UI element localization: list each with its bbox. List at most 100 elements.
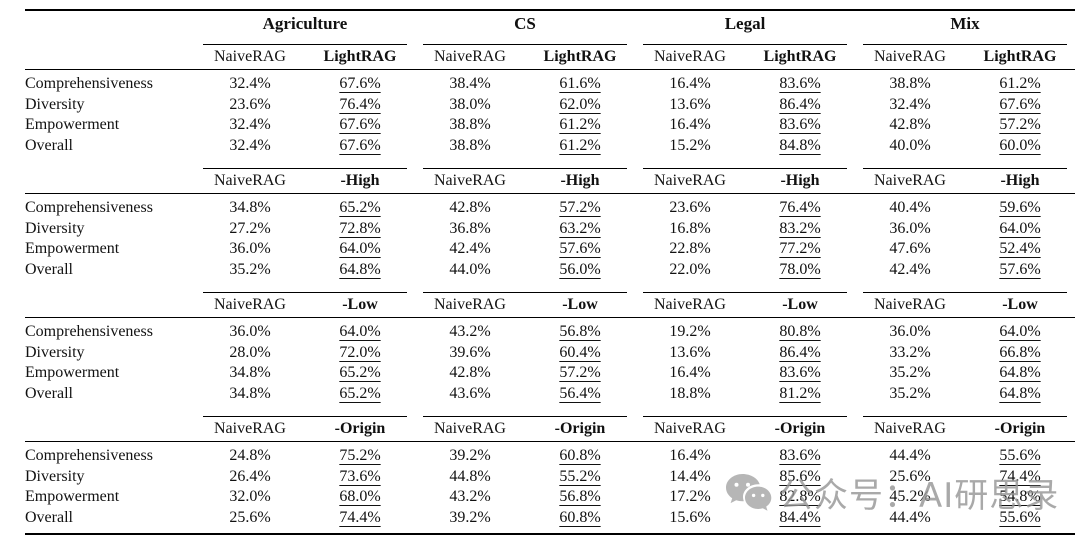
baseline-value: 39.6% — [449, 343, 491, 361]
baseline-value: 43.6% — [449, 384, 491, 402]
variant-value: 83.6% — [779, 75, 821, 92]
variant-value: 66.8% — [999, 343, 1041, 361]
rule-gap — [25, 285, 195, 292]
variant-value: 61.6% — [559, 75, 601, 92]
baseline-header: NaiveRAG — [434, 296, 506, 313]
baseline-value: 32.4% — [229, 116, 271, 133]
baseline-value: 23.6% — [669, 199, 711, 216]
variant-value: 65.2% — [339, 384, 381, 402]
baseline-value: 33.2% — [889, 343, 931, 361]
baseline-header: NaiveRAG — [434, 48, 506, 65]
baseline-header: NaiveRAG — [874, 48, 946, 65]
variant-value: 54.8% — [999, 488, 1041, 505]
metric-label: Comprehensiveness — [25, 199, 153, 216]
variant-value: 84.8% — [779, 136, 821, 154]
baseline-value: 38.0% — [449, 95, 491, 113]
variant-header: LightRAG — [983, 48, 1057, 65]
baseline-value: 27.2% — [229, 219, 271, 237]
group-rule-1 — [423, 161, 627, 169]
baseline-value: 15.6% — [669, 508, 711, 526]
variant-value: 65.2% — [339, 364, 381, 381]
header-rule — [25, 317, 1075, 318]
group-name-agriculture: Agriculture — [262, 14, 348, 33]
variant-value: 81.2% — [779, 384, 821, 402]
variant-value: 59.6% — [999, 199, 1041, 216]
baseline-value: 39.2% — [449, 508, 491, 526]
header-spacer — [25, 169, 195, 193]
variant-value: 60.4% — [559, 343, 601, 361]
metric-label: Overall — [25, 384, 73, 402]
variant-value: 64.0% — [999, 219, 1041, 237]
variant-value: 56.4% — [559, 384, 601, 402]
baseline-value: 16.8% — [669, 219, 711, 237]
baseline-value: 28.0% — [229, 343, 271, 361]
baseline-value: 42.4% — [449, 240, 491, 257]
variant-value: 60.8% — [559, 447, 601, 464]
baseline-value: 36.0% — [889, 323, 931, 340]
variant-value: 57.2% — [559, 364, 601, 381]
group-rule-0 — [203, 285, 407, 293]
variant-value: 67.6% — [339, 75, 381, 92]
baseline-value: 44.4% — [889, 447, 931, 464]
bottom-rule — [25, 533, 1075, 535]
variant-value: 75.2% — [339, 447, 381, 464]
baseline-header: NaiveRAG — [214, 172, 286, 189]
variant-header: -High — [780, 172, 820, 189]
variant-value: 67.6% — [339, 116, 381, 133]
baseline-header: NaiveRAG — [434, 172, 506, 189]
baseline-value: 36.0% — [229, 323, 271, 340]
variant-value: 55.6% — [999, 508, 1041, 526]
group-rule-2 — [643, 409, 847, 417]
baseline-value: 13.6% — [669, 343, 711, 361]
metric-label: Comprehensiveness — [25, 75, 153, 92]
variant-header: -Low — [1002, 296, 1038, 313]
variant-header: LightRAG — [543, 48, 617, 65]
baseline-value: 25.6% — [889, 467, 931, 485]
baseline-value: 40.4% — [889, 199, 931, 216]
metric-label: Comprehensiveness — [25, 447, 153, 464]
baseline-header: NaiveRAG — [654, 296, 726, 313]
metric-label: Diversity — [25, 219, 85, 237]
variant-value: 74.4% — [339, 508, 381, 526]
variant-value: 76.4% — [339, 95, 381, 113]
variant-header: -High — [560, 172, 600, 189]
baseline-value: 38.8% — [449, 116, 491, 133]
metric-label: Empowerment — [25, 240, 120, 257]
baseline-value: 43.2% — [449, 488, 491, 505]
group-rule-2 — [643, 37, 847, 45]
baseline-value: 43.2% — [449, 323, 491, 340]
variant-header: -Origin — [994, 420, 1046, 437]
baseline-value: 44.4% — [889, 508, 931, 526]
baseline-header: NaiveRAG — [214, 48, 286, 65]
group-rule-3 — [863, 285, 1067, 293]
baseline-value: 44.0% — [449, 260, 491, 278]
baseline-value: 23.6% — [229, 95, 271, 113]
metric-label: Diversity — [25, 467, 85, 485]
variant-header: LightRAG — [323, 48, 397, 65]
baseline-value: 42.8% — [449, 199, 491, 216]
header-spacer — [25, 417, 195, 441]
metric-label: Empowerment — [25, 488, 120, 505]
baseline-value: 45.2% — [889, 488, 931, 505]
header-spacer — [25, 293, 195, 317]
baseline-value: 16.4% — [669, 116, 711, 133]
baseline-value: 40.0% — [889, 136, 931, 154]
baseline-header: NaiveRAG — [874, 420, 946, 437]
variant-value: 74.4% — [999, 467, 1041, 485]
baseline-value: 47.6% — [889, 240, 931, 257]
variant-value: 61.2% — [559, 136, 601, 154]
baseline-value: 38.8% — [889, 75, 931, 92]
baseline-value: 42.8% — [889, 116, 931, 133]
baseline-value: 35.2% — [889, 364, 931, 381]
variant-value: 78.0% — [779, 260, 821, 278]
baseline-header: NaiveRAG — [214, 296, 286, 313]
metric-label: Overall — [25, 136, 73, 154]
baseline-value: 38.4% — [449, 75, 491, 92]
baseline-value: 34.8% — [229, 199, 271, 216]
baseline-value: 22.0% — [669, 260, 711, 278]
baseline-value: 32.4% — [229, 136, 271, 154]
variant-header: -High — [340, 172, 380, 189]
header-spacer — [25, 45, 195, 69]
baseline-value: 32.4% — [889, 95, 931, 113]
variant-value: 64.0% — [999, 323, 1041, 340]
